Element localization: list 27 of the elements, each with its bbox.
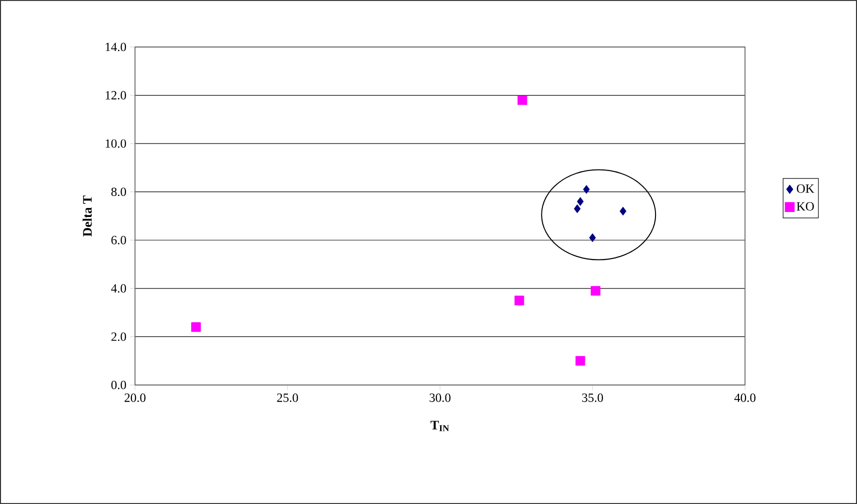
point <box>576 197 584 206</box>
y-tick-label: 4.0 <box>111 284 126 293</box>
y-tick-label: 0.0 <box>111 380 126 390</box>
y-tick-label: 14.0 <box>106 42 126 52</box>
point <box>191 322 201 332</box>
point <box>514 296 524 306</box>
y-tick-label: 12.0 <box>106 91 126 100</box>
y-tick-label: 8.0 <box>111 188 126 196</box>
point <box>583 185 590 194</box>
y-tick-label: 10.0 <box>106 139 126 148</box>
x-tick-label: 30.0 <box>430 394 450 402</box>
point <box>518 95 528 105</box>
point <box>589 233 596 242</box>
point <box>574 204 581 214</box>
x-tick-label: 25.0 <box>277 394 298 402</box>
point <box>590 286 600 296</box>
x-tick-label: 40.0 <box>734 394 756 402</box>
y-axis-title: Delta T <box>82 195 92 237</box>
legend-label: KO <box>796 202 814 211</box>
legend-label: OK <box>796 184 814 193</box>
point <box>576 356 586 366</box>
x-tick-label: 20.0 <box>124 394 146 402</box>
x-axis-title: T$_{IN}$ <box>430 420 450 432</box>
y-tick-label: 2.0 <box>111 332 126 341</box>
x-tick-label: 35.0 <box>582 394 603 402</box>
point <box>620 206 626 216</box>
y-tick-label: 6.0 <box>111 236 126 244</box>
